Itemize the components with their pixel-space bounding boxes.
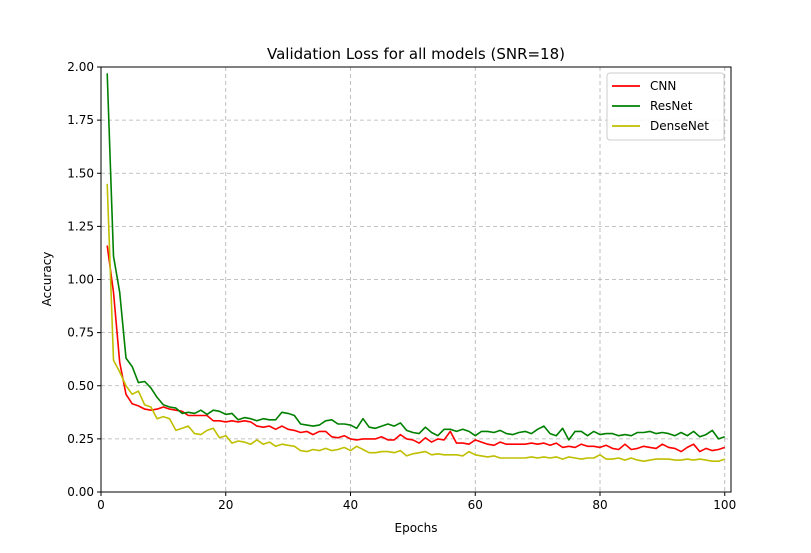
x-tick-label: 80: [592, 498, 607, 512]
x-axis: 0 20 40 60 80 100: [97, 492, 736, 512]
legend: CNN ResNet DenseNet: [606, 72, 725, 141]
y-tick-label: 0.50: [67, 379, 94, 393]
y-tick-label: 0.25: [67, 432, 94, 446]
y-tick-label: 1.25: [67, 219, 94, 233]
series-lines: [106, 73, 726, 463]
legend-label: ResNet: [650, 99, 693, 113]
y-tick-label: 1.75: [67, 113, 94, 127]
chart-title: Validation Loss for all models (SNR=18): [267, 45, 565, 63]
series-line-densenet: [106, 183, 726, 463]
y-axis-label: Accuracy: [40, 252, 54, 307]
x-tick-label: 40: [343, 498, 358, 512]
x-tick-label: 20: [218, 498, 233, 512]
legend-label: DenseNet: [650, 119, 709, 133]
x-axis-label: Epochs: [395, 521, 438, 535]
x-tick-label: 0: [97, 498, 105, 512]
x-tick-label: 60: [468, 498, 483, 512]
series-line-cnn: [106, 245, 726, 453]
y-axis: 0.00 0.25 0.50 0.75 1.00 1.25 1.50 1.75 2.00: [67, 60, 101, 499]
y-tick-label: 1.00: [67, 273, 94, 287]
y-tick-label: 2.00: [67, 60, 94, 74]
y-tick-label: 0.75: [67, 326, 94, 340]
y-tick-label: 0.00: [67, 485, 94, 499]
y-tick-label: 1.50: [67, 166, 94, 180]
legend-box: [606, 72, 725, 141]
x-tick-label: 100: [713, 498, 736, 512]
legend-label: CNN: [650, 79, 676, 93]
series-line-resnet: [106, 73, 726, 441]
